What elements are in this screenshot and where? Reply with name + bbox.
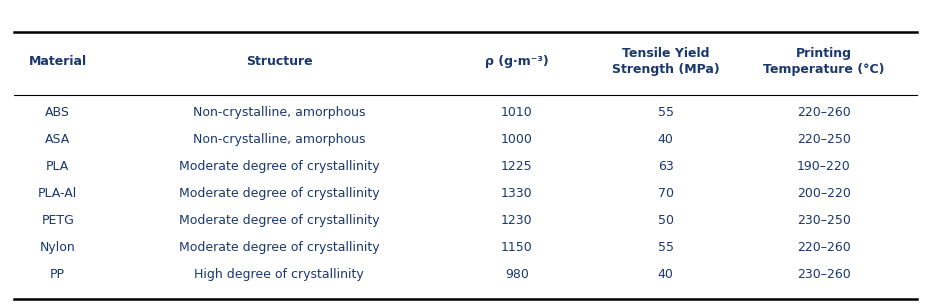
Text: ρ (g·m⁻³): ρ (g·m⁻³) [485, 55, 548, 68]
Text: 55: 55 [657, 241, 674, 254]
Text: 1150: 1150 [501, 241, 533, 254]
Text: 1230: 1230 [501, 214, 533, 227]
Text: 230–250: 230–250 [797, 214, 851, 227]
Text: ASA: ASA [45, 133, 71, 146]
Text: Material: Material [29, 55, 87, 68]
Text: 1010: 1010 [501, 106, 533, 119]
Text: Structure: Structure [246, 55, 313, 68]
Text: Moderate degree of crystallinity: Moderate degree of crystallinity [179, 187, 380, 200]
Text: Printing
Temperature (°C): Printing Temperature (°C) [763, 47, 884, 76]
Text: 220–260: 220–260 [797, 241, 851, 254]
Text: Moderate degree of crystallinity: Moderate degree of crystallinity [179, 160, 380, 173]
Text: 1330: 1330 [501, 187, 533, 200]
Text: 200–220: 200–220 [797, 187, 851, 200]
Text: Moderate degree of crystallinity: Moderate degree of crystallinity [179, 241, 380, 254]
Text: ABS: ABS [46, 106, 70, 119]
Text: 190–220: 190–220 [797, 160, 851, 173]
Text: 40: 40 [657, 133, 674, 146]
Text: PETG: PETG [41, 214, 74, 227]
Text: PP: PP [50, 268, 65, 281]
Text: PLA-Al: PLA-Al [38, 187, 77, 200]
Text: 63: 63 [658, 160, 673, 173]
Text: 1000: 1000 [501, 133, 533, 146]
Text: 980: 980 [505, 268, 529, 281]
Text: 40: 40 [657, 268, 674, 281]
Text: Nylon: Nylon [40, 241, 75, 254]
Text: Non-crystalline, amorphous: Non-crystalline, amorphous [193, 133, 366, 146]
Text: 55: 55 [657, 106, 674, 119]
Text: Moderate degree of crystallinity: Moderate degree of crystallinity [179, 214, 380, 227]
Text: Tensile Yield
Strength (MPa): Tensile Yield Strength (MPa) [612, 47, 720, 76]
Text: 230–260: 230–260 [797, 268, 851, 281]
Text: 50: 50 [657, 214, 674, 227]
Text: PLA: PLA [47, 160, 69, 173]
Text: 1225: 1225 [501, 160, 533, 173]
Text: Non-crystalline, amorphous: Non-crystalline, amorphous [193, 106, 366, 119]
Text: 70: 70 [657, 187, 674, 200]
Text: High degree of crystallinity: High degree of crystallinity [195, 268, 364, 281]
Text: 220–260: 220–260 [797, 106, 851, 119]
Text: 220–250: 220–250 [797, 133, 851, 146]
